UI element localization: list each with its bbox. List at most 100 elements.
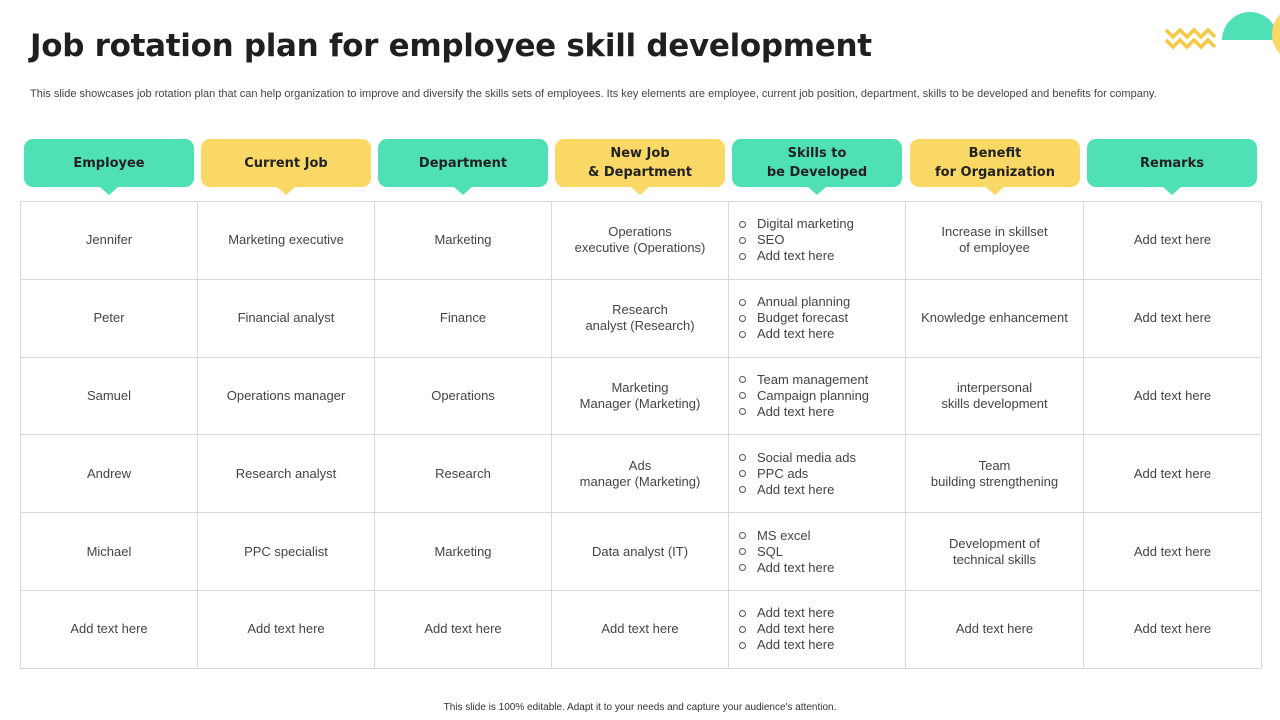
skill-item: Add text here xyxy=(739,248,899,264)
table-row: Peter Financial analyst Finance Research an… xyxy=(20,278,1262,358)
cell-current-job: Research analyst xyxy=(197,434,375,514)
circle-bullet-icon xyxy=(739,330,746,338)
cell-employee: Andrew xyxy=(20,434,198,514)
cell-employee: Jennifer xyxy=(20,201,198,280)
header-current-job: Current Job xyxy=(201,139,371,195)
cell-text: Team building strengthening xyxy=(930,457,1059,489)
cell-current-job: PPC specialist xyxy=(197,512,375,591)
decorative-shapes-icon xyxy=(1164,12,1280,54)
skill-list: Annual planning Budget forecast Add text h… xyxy=(739,294,899,342)
skill-list: Team management Campaign planning Add text… xyxy=(739,372,899,420)
cell-current-job: Add text here xyxy=(197,589,375,669)
skill-list: Add text here Add text here Add text here xyxy=(739,605,899,653)
circle-bullet-icon xyxy=(739,236,746,244)
cell-text: Add text here xyxy=(1133,232,1212,248)
skill-text: Add text here xyxy=(757,621,835,637)
cell-skills: Social media ads PPC ads Add text here xyxy=(728,434,906,514)
skill-item: Add text here xyxy=(739,605,899,621)
cell-benefit: Team building strengthening xyxy=(905,434,1084,514)
cell-text: Operations xyxy=(431,387,495,403)
cell-employee: Peter xyxy=(20,278,198,358)
skill-text: Budget forecast xyxy=(757,310,849,326)
cell-text: Knowledge enhancement xyxy=(921,310,1068,326)
circle-bullet-icon xyxy=(739,641,746,649)
skill-list: Digital marketing SEO Add text here xyxy=(739,216,899,264)
cell-text: interpersonal skills development xyxy=(941,379,1048,411)
cell-current-job: Operations manager xyxy=(197,356,375,436)
cell-text: Samuel xyxy=(86,387,132,403)
slide-footer: This slide is 100% editable. Adapt it to… xyxy=(443,702,837,713)
cell-employee: Add text here xyxy=(20,589,198,669)
skill-text: MS excel xyxy=(757,527,811,543)
circle-bullet-icon xyxy=(739,252,746,260)
skill-text: Annual planning xyxy=(757,294,851,310)
cell-new-job: Marketing Manager (Marketing) xyxy=(551,356,729,436)
cell-department: Research xyxy=(374,434,552,514)
cell-remarks: Add text here xyxy=(1083,201,1262,280)
cell-text: Add text here xyxy=(424,621,502,637)
cell-text: Research analyst xyxy=(235,465,337,481)
skill-item: PPC ads xyxy=(739,466,899,482)
circle-bullet-icon xyxy=(739,314,746,322)
cell-new-job: Data analyst (IT) xyxy=(551,512,729,591)
cell-text: Development of technical skills xyxy=(948,535,1041,567)
cell-new-job: Ads manager (Marketing) xyxy=(551,434,729,514)
cell-department: Operations xyxy=(374,356,552,436)
cell-text: Marketing executive xyxy=(228,232,344,248)
cell-skills: Team management Campaign planning Add text… xyxy=(728,356,906,436)
cell-text: PPC specialist xyxy=(244,543,328,559)
cell-new-job: Research analyst (Research) xyxy=(551,278,729,358)
cell-text: Add text here xyxy=(601,621,679,637)
cell-text: Data analyst (IT) xyxy=(591,543,689,559)
cell-employee: Samuel xyxy=(20,356,198,436)
skill-item: Add text here xyxy=(739,482,899,498)
cell-benefit: Development of technical skills xyxy=(905,512,1084,591)
header-skills: Skills to be Developed xyxy=(732,139,902,195)
cell-text: Add text here xyxy=(1133,387,1212,403)
slide-title: Job rotation plan for employee skill dev… xyxy=(30,28,872,64)
circle-bullet-icon xyxy=(739,392,746,400)
skill-item: Add text here xyxy=(739,404,899,420)
cell-remarks: Add text here xyxy=(1083,278,1262,358)
cell-text: Add text here xyxy=(955,621,1034,637)
circle-bullet-icon xyxy=(739,564,746,572)
cell-department: Marketing xyxy=(374,512,552,591)
skill-item: Digital marketing xyxy=(739,216,899,232)
cell-text: Ads manager (Marketing) xyxy=(579,457,701,489)
cell-department: Add text here xyxy=(374,589,552,669)
skill-item: Team management xyxy=(739,372,899,388)
cell-text: Finance xyxy=(439,310,487,326)
cell-text: Michael xyxy=(86,543,132,559)
cell-text: Marketing Manager (Marketing) xyxy=(579,379,701,411)
skill-list: Social media ads PPC ads Add text here xyxy=(739,450,899,498)
skill-text: Campaign planning xyxy=(757,387,870,403)
skill-text: Add text here xyxy=(757,326,835,342)
skill-item: MS excel xyxy=(739,528,899,544)
cell-text: Operations manager xyxy=(226,387,346,403)
circle-bullet-icon xyxy=(739,609,746,617)
table-row: Michael PPC specialist Marketing Data analy… xyxy=(20,512,1262,591)
cell-new-job: Add text here xyxy=(551,589,729,669)
skill-text: PPC ads xyxy=(757,465,809,481)
header-remarks: Remarks xyxy=(1087,139,1257,195)
cell-text: Add text here xyxy=(247,621,325,637)
slide-subtitle: This slide showcases job rotation plan t… xyxy=(30,88,1157,100)
circle-bullet-icon xyxy=(739,298,746,306)
table-row: Andrew Research analyst Research Ads manage… xyxy=(20,434,1262,514)
cell-text: Research analyst (Research) xyxy=(585,302,695,334)
cell-text: Financial analyst xyxy=(237,310,335,326)
cell-text: Add text here xyxy=(70,621,148,637)
cell-current-job: Financial analyst xyxy=(197,278,375,358)
skill-item: Budget forecast xyxy=(739,310,899,326)
cell-text: Add text here xyxy=(1133,310,1212,326)
table-row: Add text here Add text here Add text here A… xyxy=(20,589,1262,669)
cell-text: Jennifer xyxy=(85,232,133,248)
header-benefit: Benefit for Organization xyxy=(910,139,1080,195)
skill-text: Add text here xyxy=(757,559,835,575)
cell-text: Andrew xyxy=(86,465,132,481)
cell-benefit: Add text here xyxy=(905,589,1084,669)
circle-bullet-icon xyxy=(739,376,746,384)
cell-text: Operations executive (Operations) xyxy=(574,224,706,256)
cell-text: Increase in skillset of employee xyxy=(941,224,1048,256)
cell-text: Add text here xyxy=(1133,621,1212,637)
